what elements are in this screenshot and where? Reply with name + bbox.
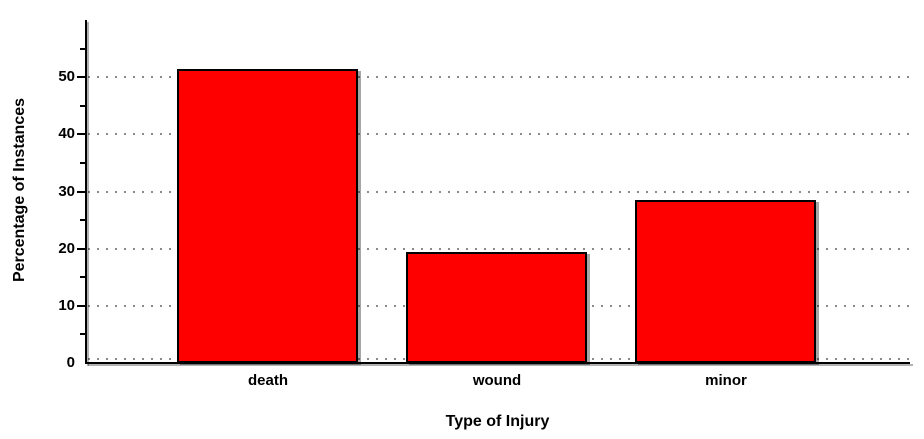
bar-minor: [635, 200, 816, 363]
y-tick-30: [77, 191, 85, 193]
y-tick-50: [77, 76, 85, 78]
y-tick-label-50: 50: [58, 68, 75, 85]
gridline-50: [88, 76, 910, 78]
gridline-40: [88, 133, 910, 135]
bar-wound: [406, 252, 587, 363]
plot-area: [85, 20, 910, 363]
y-tick-45: [80, 105, 85, 107]
y-tick-20: [77, 248, 85, 250]
y-tick-10: [77, 305, 85, 307]
y-tick-25: [80, 219, 85, 221]
y-tick-15: [80, 276, 85, 278]
x-axis-title: Type of Injury: [445, 413, 550, 430]
x-axis-line: [85, 362, 910, 364]
x-category-label-wound: wound: [472, 372, 522, 389]
y-tick-label-20: 20: [58, 240, 75, 257]
gridline-30: [88, 191, 910, 193]
y-axis-line: [85, 20, 87, 364]
y-tick-5: [80, 333, 85, 335]
y-tick-35: [80, 162, 85, 164]
x-category-label-minor: minor: [705, 372, 747, 389]
y-tick-label-30: 30: [58, 183, 75, 200]
gridline-20: [88, 248, 910, 250]
y-tick-label-10: 10: [58, 297, 75, 314]
bar-death: [177, 69, 358, 363]
x-category-label-death: death: [247, 372, 288, 389]
y-tick-label-40: 40: [58, 125, 75, 142]
y-tick-55: [80, 48, 85, 50]
y-tick-label-0: 0: [66, 354, 75, 371]
y-tick-40: [77, 133, 85, 135]
